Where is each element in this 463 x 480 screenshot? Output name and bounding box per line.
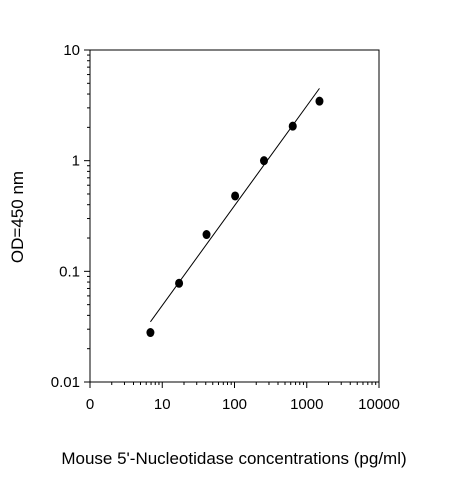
x-tick-label: 1000 xyxy=(290,396,323,413)
data-point xyxy=(146,328,155,338)
data-point xyxy=(315,96,324,106)
data-point xyxy=(175,278,184,288)
x-tick-label: 10 xyxy=(154,396,171,413)
x-axis-ticks: 0 10 100 1000 10000 xyxy=(86,382,400,413)
data-point xyxy=(259,156,268,166)
y-axis-ticks: 0.01 0.1 1 10 xyxy=(51,42,90,391)
data-points xyxy=(146,96,324,338)
x-axis-title: Mouse 5'-Nucleotidase concentrations (pg… xyxy=(61,449,406,468)
data-point xyxy=(231,191,240,201)
x-tick-label: 100 xyxy=(222,396,247,413)
x-tick-label: 0 xyxy=(86,396,94,413)
data-point xyxy=(288,121,297,131)
y-tick-label: 0.1 xyxy=(59,263,80,280)
data-point xyxy=(202,230,211,240)
plot-border xyxy=(89,49,380,383)
plot-frame xyxy=(89,49,380,383)
y-axis-title: OD=450 nm xyxy=(8,171,27,263)
x-tick-label: 10000 xyxy=(358,396,400,413)
y-tick-label: 0.01 xyxy=(51,374,80,391)
y-tick-label: 10 xyxy=(63,42,80,59)
y-tick-label: 1 xyxy=(72,153,80,170)
